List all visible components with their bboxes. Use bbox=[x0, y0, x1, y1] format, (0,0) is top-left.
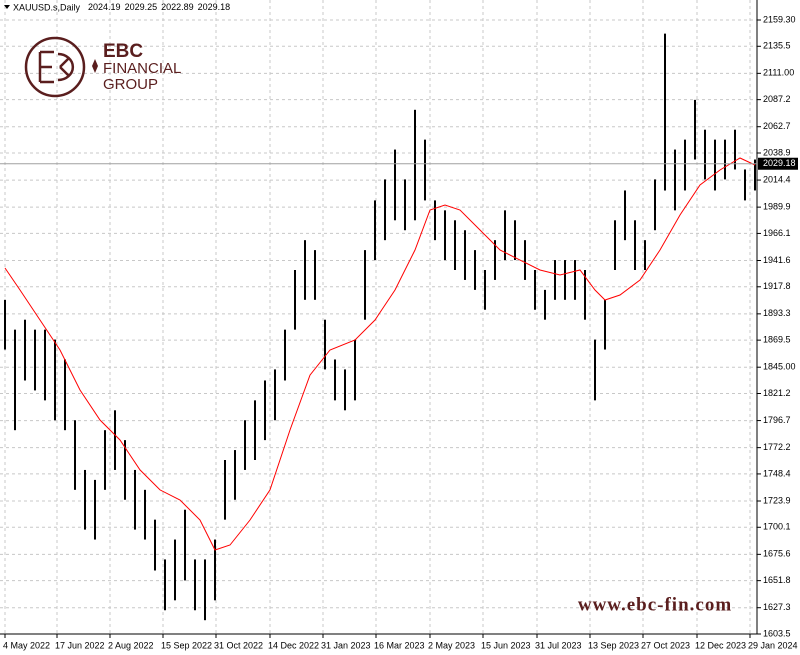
y-tick-label: 2062.7 bbox=[763, 121, 791, 131]
brand-star bbox=[92, 59, 98, 73]
y-tick-label: 1821.2 bbox=[763, 388, 791, 398]
x-tick-label: 14 Dec 2022 bbox=[268, 640, 319, 650]
y-tick-label: 1989.9 bbox=[763, 202, 791, 212]
y-tick-label: 2087.2 bbox=[763, 94, 791, 104]
header-arrow bbox=[4, 5, 10, 9]
y-tick-label: 2159.30 bbox=[763, 14, 796, 24]
y-tick-label: 1748.4 bbox=[763, 468, 791, 478]
y-tick-label: 1675.6 bbox=[763, 549, 791, 559]
grid bbox=[0, 0, 757, 635]
last-price-box bbox=[758, 157, 798, 170]
y-tick-label: 2135.5 bbox=[763, 41, 791, 51]
brand-line: FINANCIAL bbox=[103, 60, 181, 77]
y-tick-label: 1627.3 bbox=[763, 602, 791, 612]
x-tick-label: 13 Sep 2023 bbox=[588, 640, 639, 650]
y-tick-label: 2038.9 bbox=[763, 147, 791, 157]
y-tick-label: 1845.00 bbox=[763, 362, 796, 372]
x-tick-label: 15 Jun 2023 bbox=[481, 640, 531, 650]
x-tick-label: 2 May 2023 bbox=[428, 640, 475, 650]
y-tick-label: 1966.1 bbox=[763, 228, 791, 238]
x-tick-label: 16 Mar 2023 bbox=[374, 640, 425, 650]
marks bbox=[4, 33, 756, 621]
y-tick-label: 1700.1 bbox=[763, 522, 791, 532]
x-tick-label: 2 Aug 2022 bbox=[108, 640, 154, 650]
y-tick-label: 1723.9 bbox=[763, 495, 791, 505]
x-tick-label: 29 Jan 2024 bbox=[748, 640, 798, 650]
y-tick-label: 1603.5 bbox=[763, 628, 791, 638]
brand-name: EBC bbox=[103, 41, 143, 62]
quote-value: 2022.89 bbox=[161, 2, 194, 12]
last-price-label: 2029.18 bbox=[763, 158, 796, 168]
x-tick-label: 4 May 2022 bbox=[3, 640, 50, 650]
x-tick-label: 31 Jul 2023 bbox=[535, 640, 582, 650]
moving-average bbox=[4, 157, 756, 551]
quote-value: 2029.18 bbox=[198, 2, 231, 12]
quote-value: 2024.19 bbox=[88, 2, 121, 12]
x-tick-label: 31 Oct 2022 bbox=[214, 640, 263, 650]
x-tick-label: 15 Sep 2022 bbox=[161, 640, 212, 650]
y-tick-label: 2014.4 bbox=[763, 174, 791, 184]
y-tick-label: 1941.6 bbox=[763, 255, 791, 265]
x-tick-label: 31 Jan 2023 bbox=[321, 640, 371, 650]
brand-line: GROUP bbox=[103, 76, 158, 93]
y-tick-label: 1796.7 bbox=[763, 415, 791, 425]
y-tick-label: 1917.8 bbox=[763, 281, 791, 291]
x-tick-label: 17 Jun 2022 bbox=[55, 640, 105, 650]
brand-logo bbox=[24, 36, 86, 98]
x-tick-label: 27 Oct 2023 bbox=[641, 640, 690, 650]
quote-value: 2029.25 bbox=[125, 2, 158, 12]
y-tick-label: 1869.5 bbox=[763, 335, 791, 345]
y-tick-label: 2111.00 bbox=[763, 68, 794, 78]
x-tick-label: 12 Dec 2023 bbox=[695, 640, 746, 650]
y-tick-label: 1651.8 bbox=[763, 575, 791, 585]
y-tick-label: 1893.3 bbox=[763, 308, 791, 318]
brand-url: www.ebc-fin.com bbox=[578, 594, 732, 615]
y-tick-label: 1772.2 bbox=[763, 442, 791, 452]
